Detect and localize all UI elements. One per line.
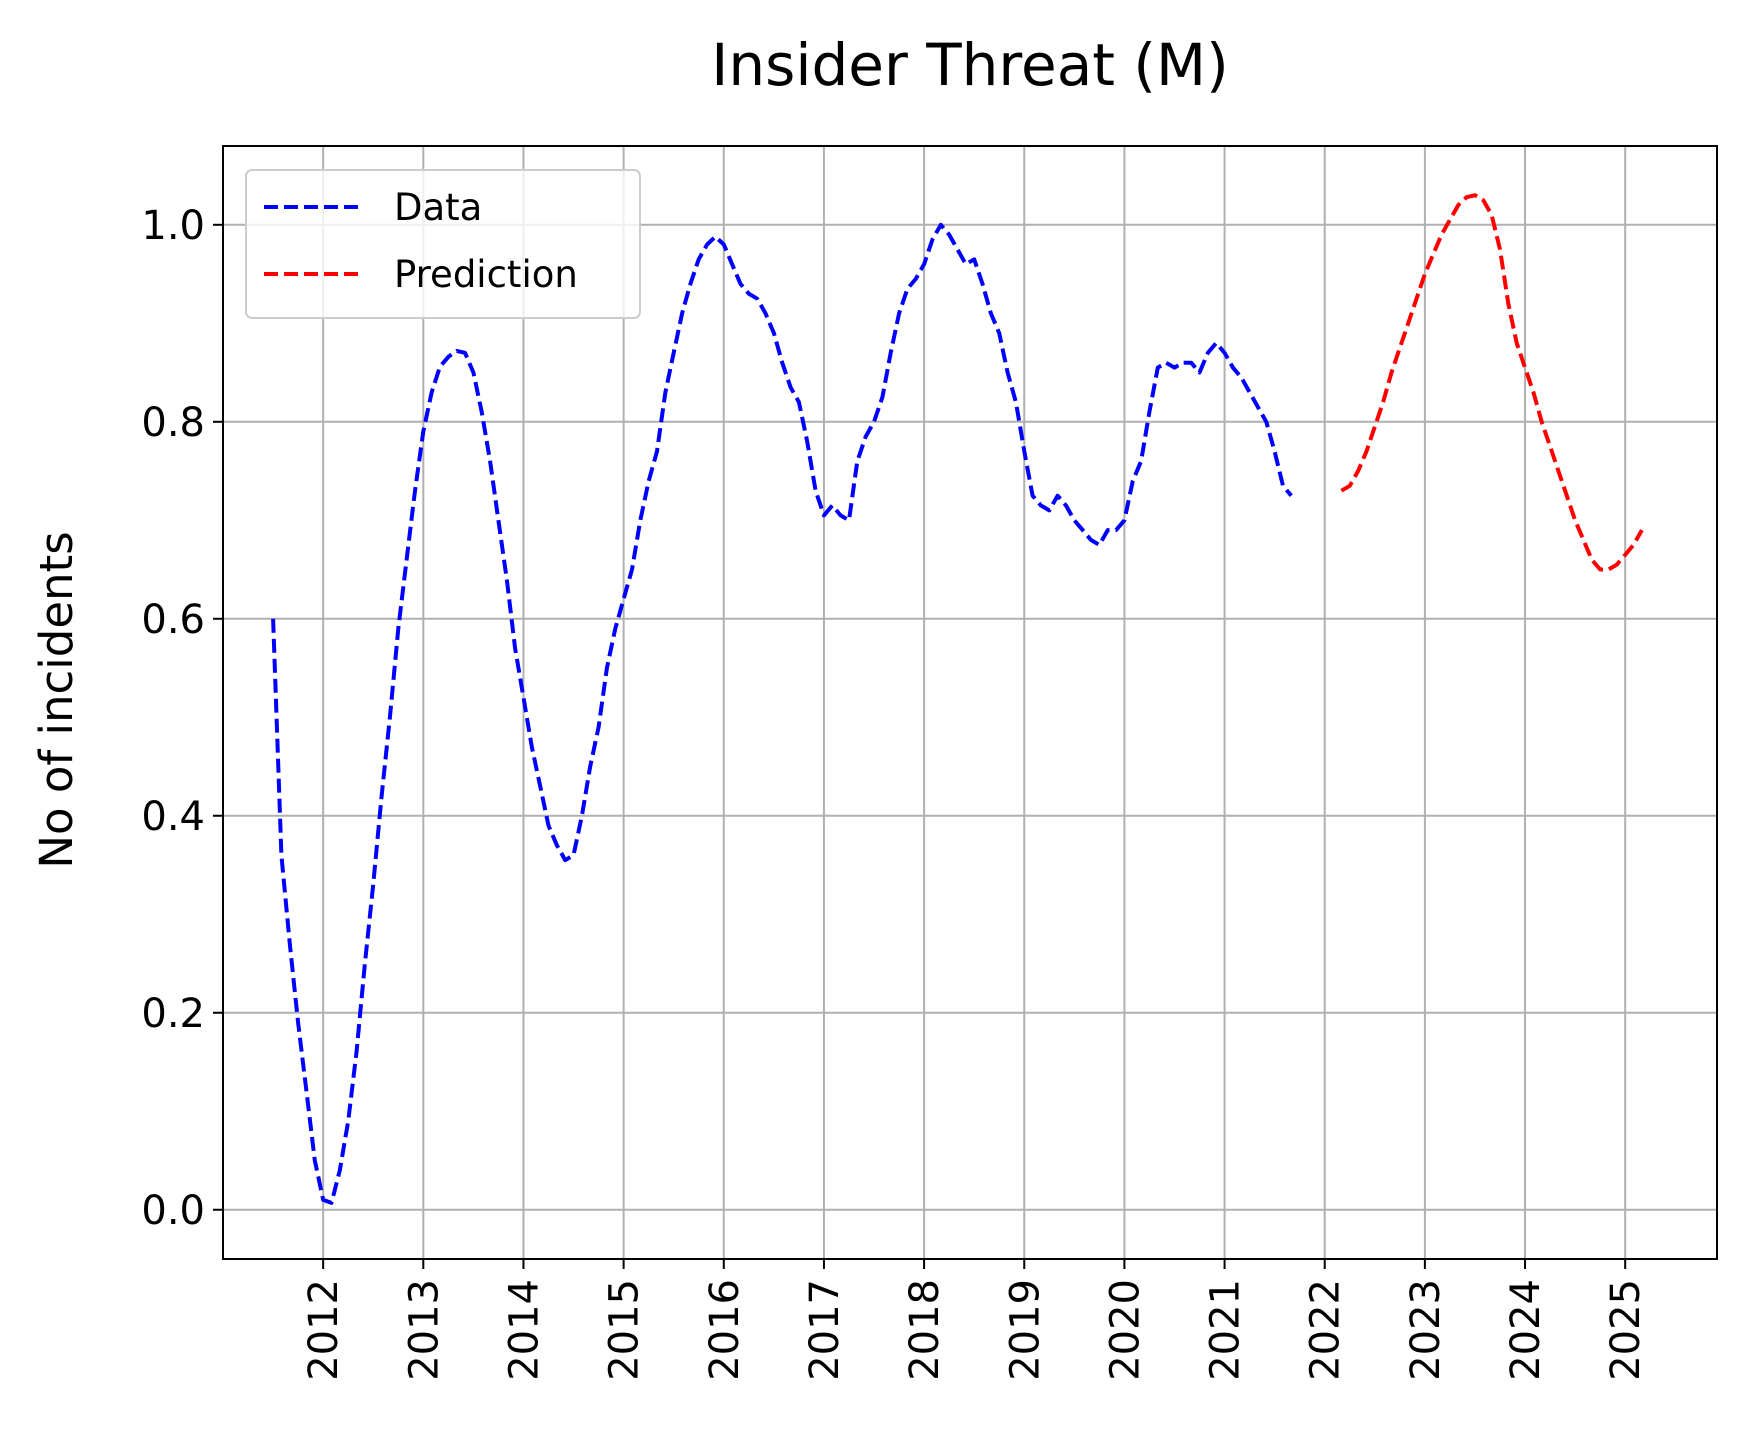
y-tick-label: 0.6 [141,597,205,643]
x-tick-label: 2019 [1002,1279,1048,1381]
series-lines [271,193,1644,1205]
y-tick-label: 0.2 [141,991,205,1037]
series-line-data [271,222,1293,1205]
legend: Data Prediction [245,169,641,319]
x-tick-label: 2015 [602,1279,648,1381]
grid-lines [223,146,1717,1259]
x-tick-label: 2013 [401,1279,447,1381]
y-tick-label: 0.8 [141,400,205,446]
x-tick-label: 2025 [1603,1279,1649,1381]
x-tick-label: 2022 [1303,1279,1349,1381]
x-tick-label: 2020 [1102,1279,1148,1381]
legend-label-prediction: Prediction [394,253,578,296]
x-tick-label: 2018 [902,1279,948,1381]
x-tick-label: 2014 [501,1279,547,1381]
chart-title: Insider Threat (M) [711,31,1228,99]
x-tick-label: 2021 [1203,1279,1249,1381]
plot-frame [222,145,1718,1260]
series-line-prediction [1340,193,1644,572]
x-tick-label: 2016 [702,1279,748,1381]
x-tick-label: 2024 [1503,1279,1549,1381]
x-tick-label: 2017 [802,1279,848,1381]
x-tick-label: 2023 [1403,1279,1449,1381]
y-tick-label: 0.0 [141,1188,205,1234]
x-tick-label: 2012 [301,1279,347,1381]
y-tick-label: 0.4 [141,794,205,840]
y-tick-label: 1.0 [141,203,205,249]
axis-ticks: 2012 2013 2014 2015 2016 2017 2018 2019 2020 2021… [141,203,1649,1381]
y-axis-title: No of incidents [30,531,83,868]
legend-label-data: Data [394,186,482,229]
